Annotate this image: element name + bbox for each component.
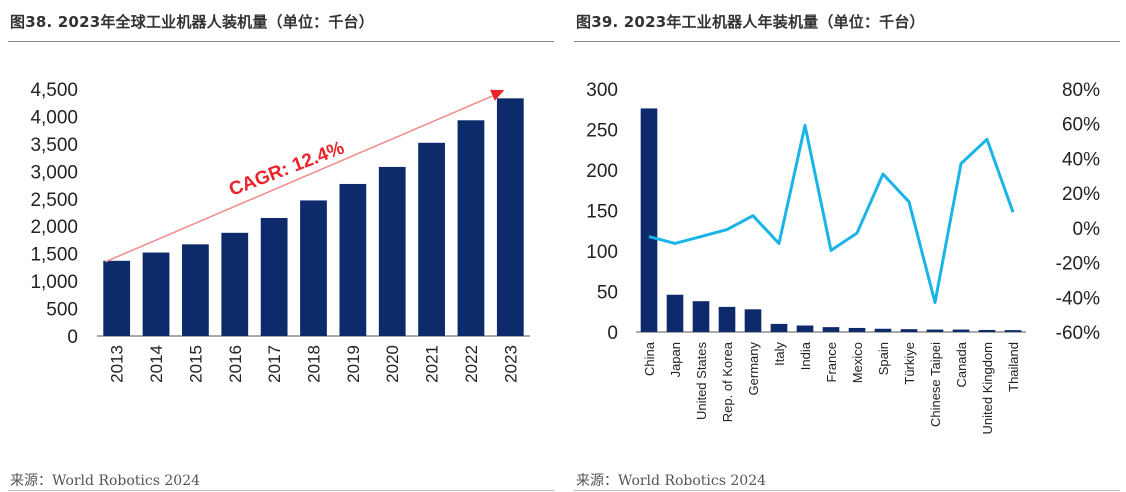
y-tick-label: 3,000 [30, 162, 78, 183]
bar [978, 329, 996, 332]
bar [874, 328, 892, 332]
growth-line [648, 123, 1015, 304]
x-tick-label: 2014 [147, 345, 166, 383]
y-tick-label: 500 [46, 300, 78, 321]
y-right-tick-label: -40% [1056, 288, 1100, 309]
x-tick-label: China [642, 341, 657, 376]
bar [300, 200, 327, 336]
bar [822, 327, 840, 332]
y-left-tick-label: 250 [586, 121, 618, 142]
y-left-tick-label: 300 [586, 80, 618, 101]
bar [221, 232, 249, 336]
y-left-tick-label: 200 [586, 161, 618, 182]
left-bottom-divider [8, 490, 554, 491]
y-right-tick-label: -20% [1056, 254, 1100, 275]
x-tick-label: Mexico [850, 342, 865, 383]
y-tick-label: 1,500 [30, 245, 78, 266]
x-tick-label: 2013 [108, 345, 127, 383]
bar [457, 120, 485, 336]
y-tick-label: 2,500 [30, 190, 78, 211]
y-right-tick-label: 20% [1062, 184, 1100, 205]
x-tick-label: 2016 [226, 345, 245, 383]
left-source-note: 来源：World Robotics 2024 [10, 473, 201, 489]
x-tick-label: 2018 [305, 345, 324, 383]
x-tick-label: Türkiye [902, 342, 917, 385]
bar [796, 325, 814, 332]
x-tick-label: 2023 [501, 345, 520, 383]
x-tick-label: 2020 [383, 345, 402, 383]
bar [1004, 330, 1022, 332]
right-title-divider [574, 41, 1120, 42]
bar [496, 98, 524, 336]
y-right-tick-label: -60% [1056, 323, 1100, 344]
right-source-note: 来源：World Robotics 2024 [576, 473, 767, 489]
right-chart-title: 图39. 2023年工业机器人年装机量（单位：千台） [576, 13, 925, 31]
cagr-trend-arrow [105, 95, 493, 263]
y-left-tick-label: 50 [597, 283, 618, 304]
x-tick-label: Spain [876, 342, 891, 375]
left-bar-chart: 0 500 1,000 1,500 2,000 2,500 3,000 3,500 4,000 4… [30, 80, 530, 383]
bar [744, 309, 762, 332]
x-tick-label: 2015 [186, 345, 205, 383]
cagr-arrow-head [490, 89, 505, 101]
bar [182, 244, 209, 336]
y-tick-label: 0 [67, 327, 78, 348]
y-left-tick-label: 150 [586, 202, 618, 223]
bar [926, 329, 944, 332]
bar [640, 108, 658, 332]
y-right-tick-label: 0% [1073, 219, 1101, 240]
bar [692, 301, 710, 332]
x-tick-label: India [798, 341, 813, 370]
y-left-tick-label: 0 [607, 323, 618, 344]
left-chart-title: 图38. 2023年全球工业机器人装机量（单位：千台） [10, 13, 374, 31]
x-tick-label: Italy [772, 342, 787, 366]
right-chart-panel: 图39. 2023年工业机器人年装机量（单位：千台） 0 50 100 150 200 2… [566, 0, 1126, 492]
left-chart-panel: 图38. 2023年全球工业机器人装机量（单位：千台） 0 500 1,000 1,5… [0, 0, 560, 492]
x-tick-label: 2019 [344, 345, 363, 383]
x-tick-label: United States [694, 342, 709, 421]
cagr-annotation: CAGR: 12.4% [226, 138, 347, 201]
x-tick-label: France [824, 342, 839, 382]
y-right-tick-label: 40% [1062, 149, 1100, 170]
bar [900, 329, 918, 332]
bar [339, 183, 367, 336]
y-tick-label: 4,000 [30, 107, 78, 128]
y-left-tick-label: 100 [586, 242, 618, 263]
x-tick-label: Chinese Taipei [928, 342, 943, 427]
y-tick-label: 1,000 [30, 272, 78, 293]
y-right-tick-label: 80% [1062, 80, 1100, 101]
bar [260, 217, 288, 336]
bar [952, 329, 970, 332]
bar [418, 142, 445, 336]
bar [666, 294, 684, 332]
x-tick-label: Canada [954, 341, 969, 387]
x-tick-label: Japan [668, 342, 683, 377]
left-title-divider [8, 41, 554, 42]
bar [103, 260, 131, 336]
bar [848, 327, 866, 332]
right-combo-chart: 0 50 100 150 200 250 300 -60% -40% -20% 0% 20% 40% 60… [586, 80, 1101, 435]
bar [718, 306, 736, 332]
bar [770, 323, 788, 332]
right-bottom-divider [574, 490, 1120, 491]
x-tick-label: 2021 [423, 345, 442, 383]
bar [142, 252, 170, 336]
y-tick-label: 3,500 [30, 135, 78, 156]
y-tick-label: 2,000 [30, 217, 78, 238]
x-tick-label: Thailand [1006, 342, 1021, 392]
x-tick-label: 2022 [462, 345, 481, 383]
x-tick-label: Germany [746, 342, 761, 396]
x-tick-label: 2017 [265, 345, 284, 383]
y-tick-label: 4,500 [30, 80, 78, 101]
y-right-tick-label: 60% [1062, 115, 1100, 136]
bar [378, 166, 406, 336]
x-tick-label: United Kingdom [980, 342, 995, 435]
x-tick-label: Rep. of Korea [720, 341, 735, 422]
